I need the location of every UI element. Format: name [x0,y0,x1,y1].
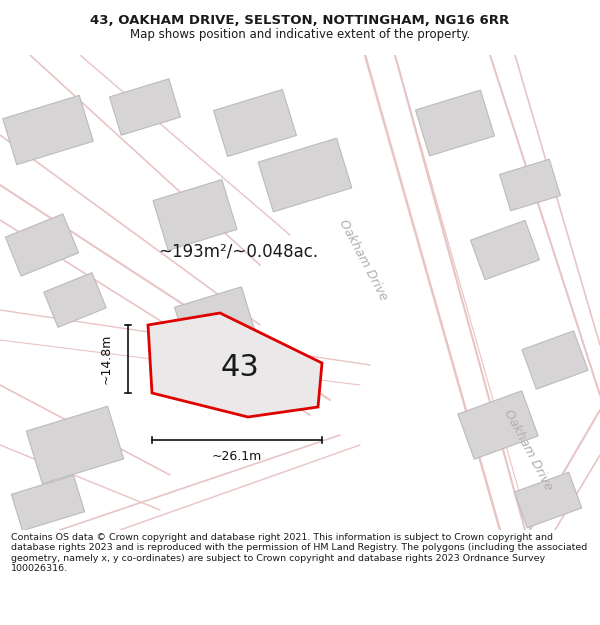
Text: Map shows position and indicative extent of the property.: Map shows position and indicative extent… [130,28,470,41]
Text: Oakham Drive: Oakham Drive [336,217,390,302]
Polygon shape [415,90,494,156]
Polygon shape [26,406,124,484]
Polygon shape [11,476,85,531]
Polygon shape [500,159,560,211]
Polygon shape [148,313,322,417]
Polygon shape [110,79,181,135]
Polygon shape [514,472,582,528]
Polygon shape [258,138,352,212]
Text: Contains OS data © Crown copyright and database right 2021. This information is : Contains OS data © Crown copyright and d… [11,533,587,573]
Polygon shape [175,287,256,353]
Text: ~26.1m: ~26.1m [212,449,262,462]
Text: 43: 43 [221,352,259,381]
Polygon shape [5,214,79,276]
Text: ~14.8m: ~14.8m [100,334,113,384]
Polygon shape [214,89,296,156]
Polygon shape [470,221,539,279]
Text: 43, OAKHAM DRIVE, SELSTON, NOTTINGHAM, NG16 6RR: 43, OAKHAM DRIVE, SELSTON, NOTTINGHAM, N… [91,14,509,27]
Polygon shape [153,179,237,251]
Text: ~193m²/~0.048ac.: ~193m²/~0.048ac. [158,242,318,260]
Polygon shape [458,391,538,459]
Polygon shape [44,272,106,328]
Text: Oakham Drive: Oakham Drive [501,408,555,492]
Polygon shape [522,331,588,389]
Polygon shape [3,96,93,164]
